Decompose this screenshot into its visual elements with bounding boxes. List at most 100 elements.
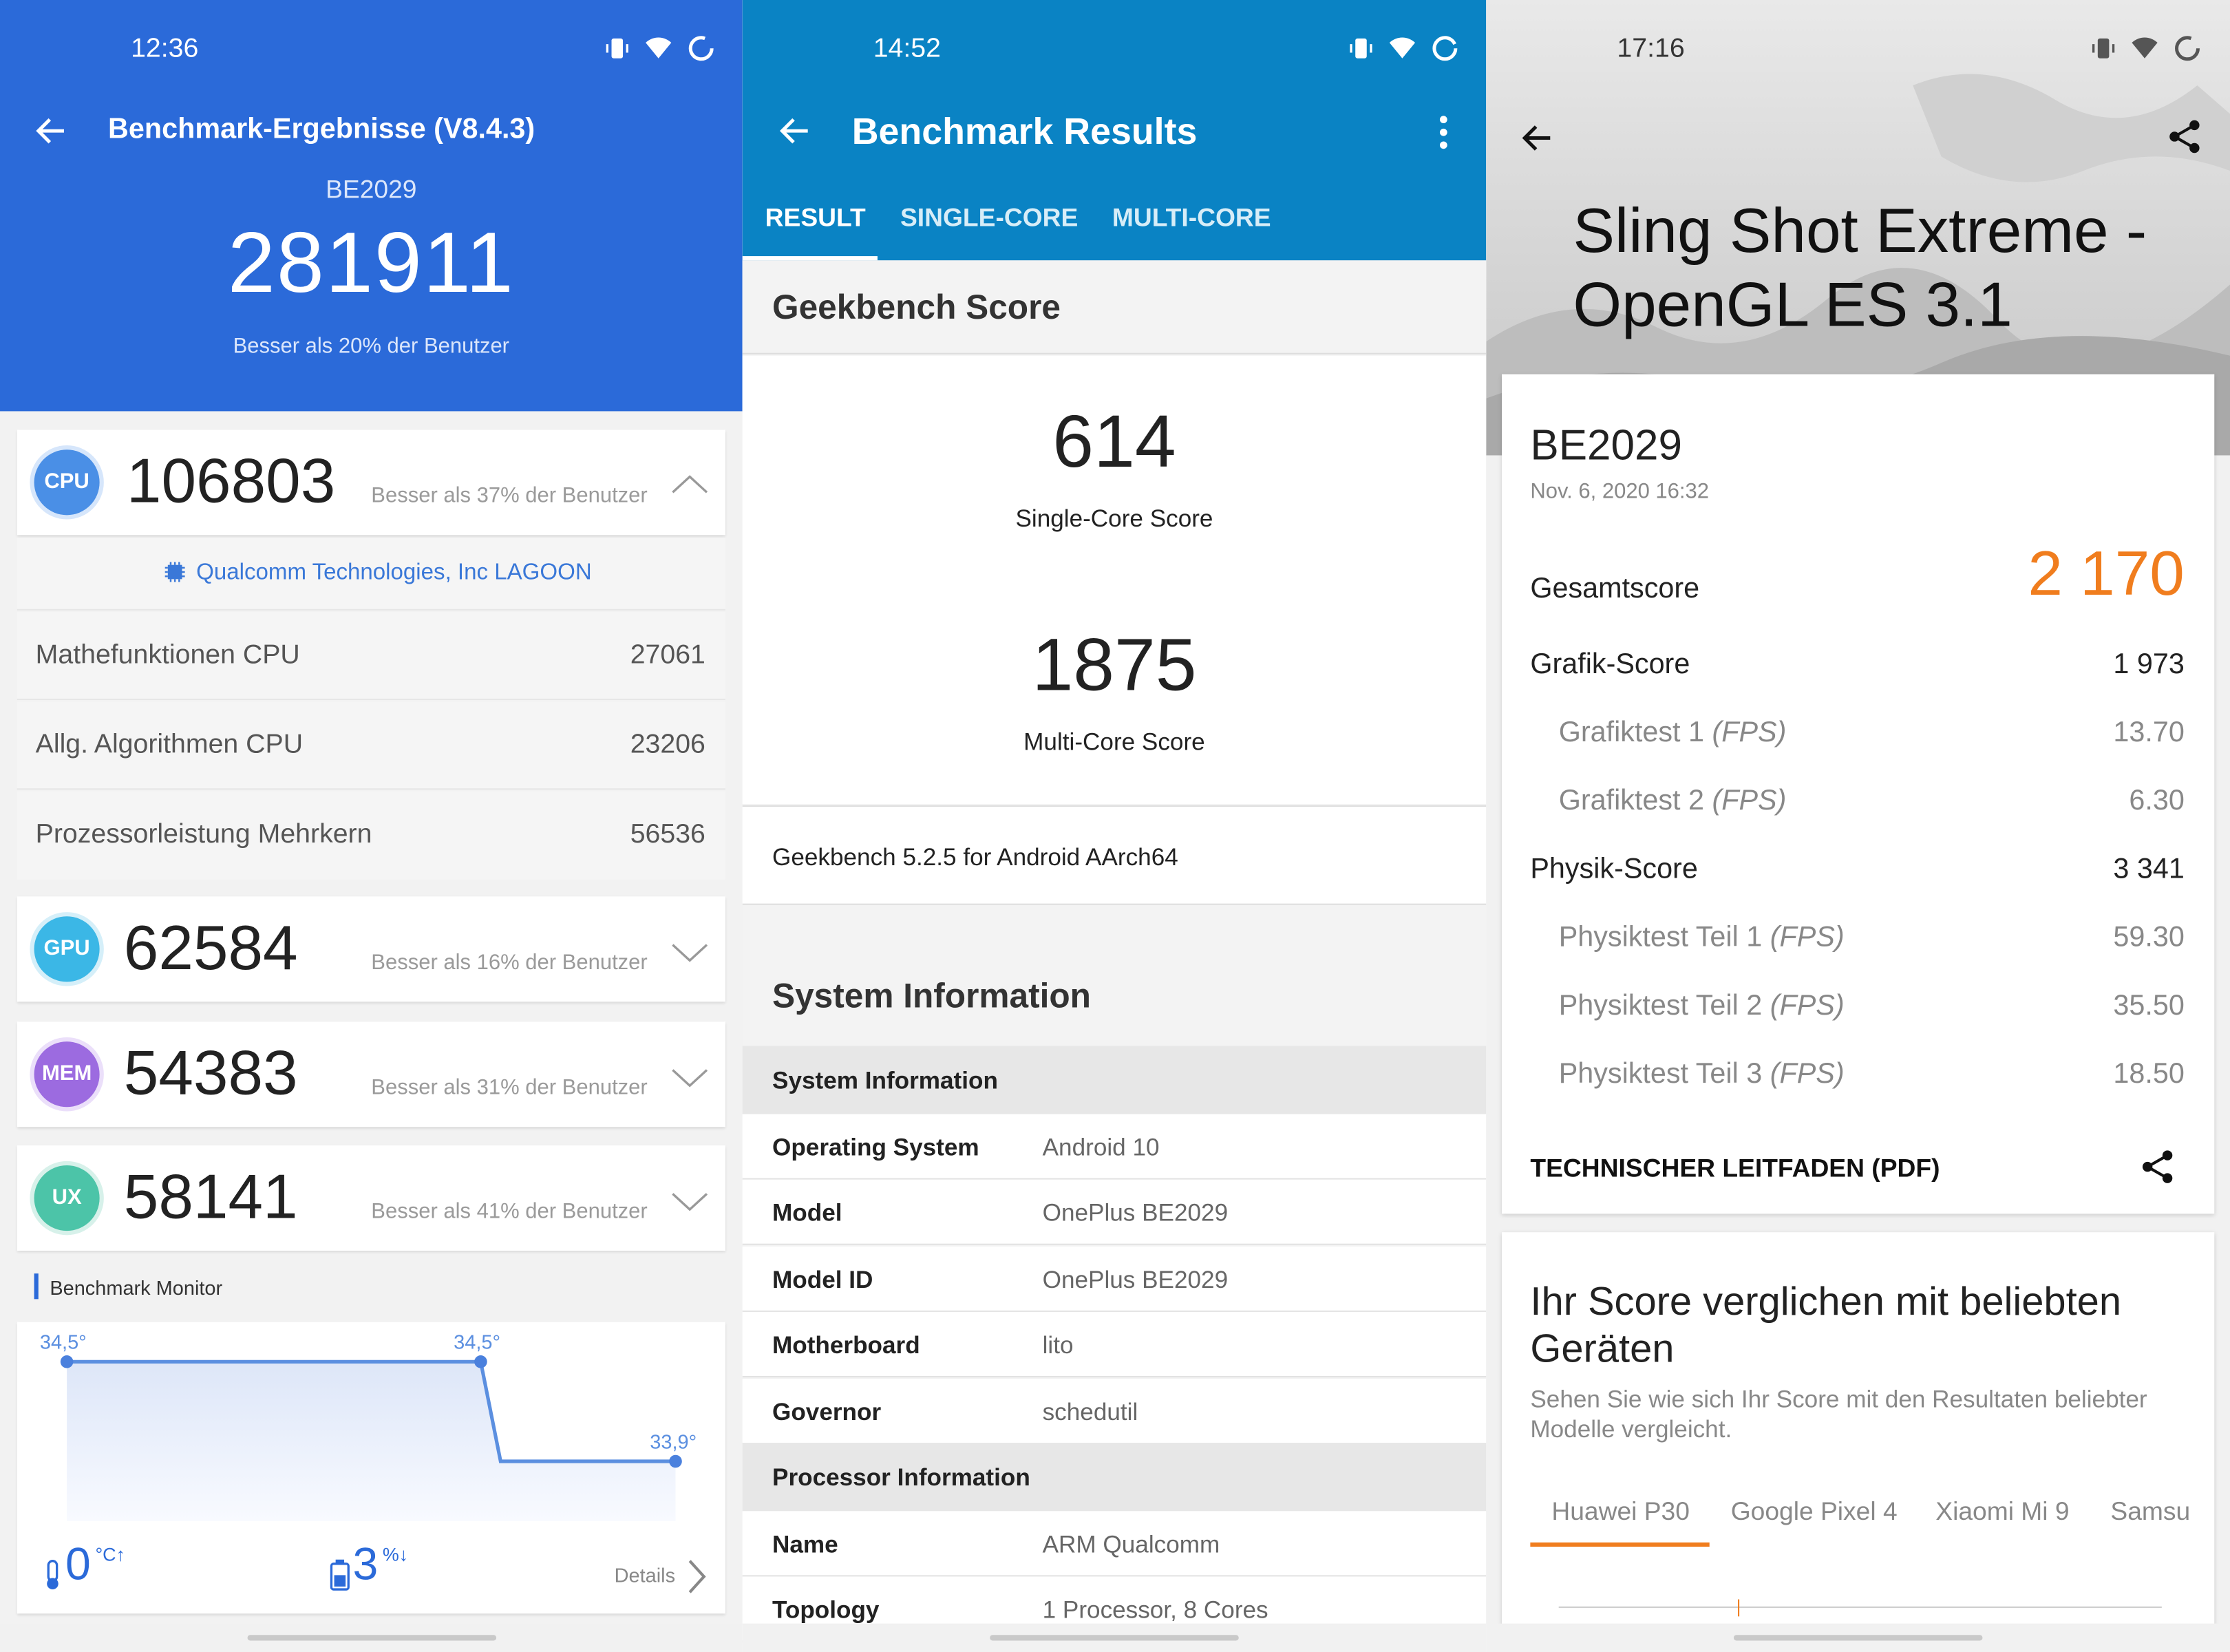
chevron-up-icon[interactable] [671, 467, 708, 504]
share-icon[interactable] [2166, 118, 2203, 156]
score-label: Physiktest Teil 2 [1558, 990, 1770, 1022]
page-title: Benchmark-Ergebnisse (V8.4.3) [108, 114, 535, 145]
status-time: 17:16 [1617, 34, 1685, 65]
loading-icon [1432, 36, 1458, 61]
gpu-score-card[interactable]: GPU 62584 Besser als 16% der Benutzer [17, 896, 725, 1002]
geekbench-appbar: 14:52 Benchmark Results RESULT SINGLE-CO… [742, 0, 1487, 261]
monitor-title: Benchmark Monitor [50, 1276, 223, 1300]
score-label: Physiktest Teil 1 [1558, 922, 1770, 954]
version-label: Geekbench 5.2.5 for Android AArch64 [772, 843, 1178, 871]
score-value: 13.70 [2113, 717, 2185, 749]
total-score: 281911 [227, 215, 515, 310]
comparison-card: Ihr Score verglichen mit beliebten Gerät… [1502, 1232, 2215, 1652]
tab-multi-core[interactable]: MULTI-CORE [1112, 203, 1271, 232]
subscore-value: 27061 [630, 640, 705, 670]
graph-label: 33,9° [650, 1430, 697, 1453]
score-value: 3 341 [2113, 854, 2185, 885]
details-link[interactable]: Details [614, 1563, 676, 1587]
score-unit: (FPS) [1712, 717, 1787, 749]
score-box: 614 Single-Core Score 1875 Multi-Core Sc… [742, 355, 1487, 804]
compare-tab-samsung[interactable]: Samsu [2110, 1496, 2191, 1526]
chevron-down-icon[interactable] [671, 933, 708, 971]
table-section-header: Processor Information [742, 1443, 1487, 1512]
loading-icon [688, 36, 714, 61]
score-unit: (FPS) [1770, 922, 1845, 954]
chevron-down-icon[interactable] [671, 1059, 708, 1096]
home-indicator[interactable] [990, 1635, 1239, 1641]
compare-tab-huawei-p30[interactable]: Huawei P30 [1551, 1496, 1690, 1526]
tab-single-core[interactable]: SINGLE-CORE [900, 203, 1079, 232]
multi-core-score: 1875 [1032, 624, 1197, 708]
score-unit: (FPS) [1770, 990, 1845, 1022]
ux-score: 58141 [123, 1162, 298, 1233]
cpu-subscore-row: Mathefunktionen CPU 27061 [17, 611, 725, 701]
cpu-score: 106803 [126, 447, 336, 517]
gpu-score: 62584 [123, 913, 298, 984]
row-key: Model ID [772, 1266, 873, 1294]
row-key: Model [772, 1199, 842, 1227]
back-arrow-icon[interactable] [34, 114, 69, 148]
home-indicator[interactable] [247, 1635, 497, 1641]
comparison-title: Ihr Score verglichen mit beliebten Gerät… [1530, 1279, 2122, 1370]
status-bar: 17:16 [1486, 0, 2230, 91]
share-icon[interactable] [2139, 1148, 2176, 1185]
chevron-down-icon[interactable] [671, 1183, 708, 1220]
row-value: Android 10 [1042, 1134, 1160, 1161]
benchmark-title-line: Sling Shot Extreme - [1573, 196, 2147, 266]
back-arrow-icon[interactable] [1520, 121, 1555, 156]
compare-tab-xiaomi-mi-9[interactable]: Xiaomi Mi 9 [1935, 1496, 2070, 1526]
score-value: 6.30 [2129, 785, 2185, 817]
score-label: Grafiktest 1 [1558, 717, 1712, 749]
compare-tab-google-pixel-4[interactable]: Google Pixel 4 [1730, 1496, 1898, 1526]
technical-guide-link[interactable]: TECHNISCHER LEITFADEN (PDF) [1530, 1154, 1940, 1183]
cpu-score-card[interactable]: CPU 106803 Besser als 37% der Benutzer [17, 430, 725, 536]
single-core-label: Single-Core Score [1015, 505, 1213, 533]
subscore-value: 56536 [630, 819, 705, 850]
comparison-axis [1558, 1606, 2162, 1608]
battery-icon [330, 1559, 350, 1591]
result-card: BE2029 Nov. 6, 2020 16:32 Gesamtscore 2 … [1502, 374, 2215, 1214]
table-section-label: System Information [772, 1067, 998, 1094]
wifi-icon [2132, 37, 2158, 59]
home-indicator[interactable] [1733, 1635, 1983, 1641]
page-title: Benchmark Results [851, 109, 1198, 153]
total-score-value: 2 170 [2028, 539, 2185, 609]
ux-score-card[interactable]: UX 58141 Besser als 41% der Benutzer [17, 1145, 725, 1251]
temp-change-value: 0 [65, 1538, 91, 1590]
row-value: OnePlus BE2029 [1042, 1199, 1229, 1227]
thermometer-icon [47, 1560, 59, 1590]
single-core-score: 614 [1052, 401, 1176, 484]
table-row: Model ID OnePlus BE2029 [742, 1246, 1487, 1312]
back-arrow-icon[interactable] [778, 114, 812, 148]
active-tab-indicator [742, 256, 878, 261]
score-value: 59.30 [2113, 922, 2185, 954]
score-unit: (FPS) [1770, 1058, 1845, 1090]
battery-change-value: 3 [352, 1538, 379, 1590]
row-key: Governor [772, 1399, 882, 1426]
cpu-badge: CPU [34, 449, 100, 516]
chip-label: Qualcomm Technologies, Inc LAGOON [196, 560, 592, 585]
table-section-header: System Information [742, 1046, 1487, 1114]
version-row: Geekbench 5.2.5 for Android AArch64 [742, 805, 1487, 905]
nav-bar [1486, 1623, 2230, 1652]
chevron-right-icon[interactable] [686, 1558, 708, 1596]
row-key: Operating System [772, 1134, 979, 1161]
tab-result[interactable]: RESULT [765, 203, 866, 232]
score-label: Grafiktest 2 [1558, 785, 1712, 817]
section-title: Geekbench Score [772, 288, 1061, 328]
section-marker [34, 1273, 39, 1300]
row-value: ARM Qualcomm [1042, 1531, 1220, 1558]
cpu-subscore-row: Prozessorleistung Mehrkern 56536 [17, 791, 725, 880]
cpu-subscore-row: Allg. Algorithmen CPU 23206 [17, 701, 725, 790]
vibrate-icon [1350, 38, 1372, 59]
ux-better-than: Besser als 41% der Benutzer [371, 1199, 648, 1224]
benchmark-title: Sling Shot Extreme - OpenGL ES 3.1 [1573, 195, 2147, 343]
mem-score-card[interactable]: MEM 54383 Besser als 31% der Benutzer [17, 1021, 725, 1127]
more-options-icon[interactable] [1435, 114, 1452, 151]
row-value: schedutil [1042, 1399, 1138, 1426]
chip-icon [164, 562, 185, 582]
score-label: Grafik-Score [1530, 648, 1690, 681]
table-row: Motherboard lito [742, 1311, 1487, 1378]
table-row: Governor schedutil [742, 1379, 1487, 1445]
mem-badge: MEM [34, 1041, 100, 1108]
